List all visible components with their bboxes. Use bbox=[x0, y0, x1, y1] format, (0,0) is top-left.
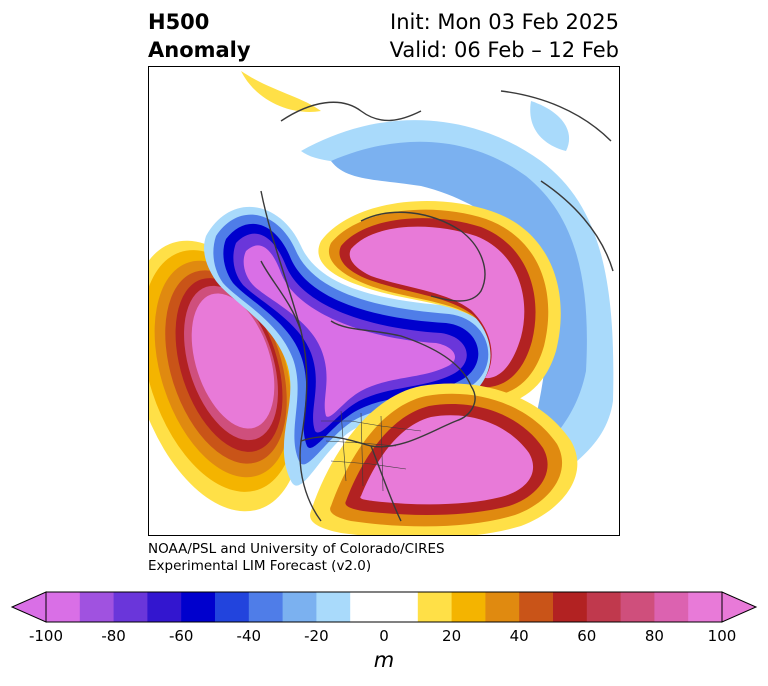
colorbar-segment bbox=[654, 592, 689, 622]
colorbar-segment bbox=[688, 592, 723, 622]
colorbar-tick-label: -100 bbox=[28, 627, 64, 645]
colorbar-segment bbox=[79, 592, 115, 622]
colorbar-segment bbox=[620, 592, 655, 622]
colorbar-segments bbox=[46, 592, 723, 622]
colorbar-tick-label: 20 bbox=[442, 627, 462, 645]
colorbar-segment bbox=[113, 592, 148, 622]
anomaly-map bbox=[148, 66, 620, 536]
colorbar-segment bbox=[417, 592, 453, 622]
colorbar-segment bbox=[215, 592, 250, 622]
map-canvas bbox=[149, 71, 614, 535]
colorbar-tick-label: 80 bbox=[644, 627, 664, 645]
colorbar-segment bbox=[147, 592, 182, 622]
credit-line-1: NOAA/PSL and University of Colorado/CIRE… bbox=[148, 541, 445, 557]
colorbar-segment bbox=[316, 592, 351, 622]
colorbar-tick-label: -20 bbox=[304, 627, 329, 645]
credit-line-2: Experimental LIM Forecast (v2.0) bbox=[148, 558, 372, 574]
colorbar-segment bbox=[553, 592, 588, 622]
colorbar-segment bbox=[181, 592, 216, 622]
colorbar-segment bbox=[519, 592, 554, 622]
colorbar-tick-label: 100 bbox=[707, 627, 737, 645]
anomaly-greenland-positive bbox=[318, 201, 561, 408]
colorbar-tick-label: 40 bbox=[509, 627, 529, 645]
colorbar-segment bbox=[451, 592, 486, 622]
colorbar-segment bbox=[282, 592, 317, 622]
colorbar-segment bbox=[384, 592, 419, 622]
credit-text: NOAA/PSL and University of Colorado/CIRE… bbox=[148, 541, 445, 575]
colorbar-tick-label: -80 bbox=[101, 627, 126, 645]
title-field: H500 bbox=[148, 10, 210, 34]
state-borders bbox=[321, 410, 422, 492]
anomaly-arctic-negative bbox=[241, 71, 614, 507]
valid-range: Valid: 06 Feb – 12 Feb bbox=[389, 38, 619, 62]
colorbar-frame bbox=[45, 591, 723, 623]
forecast-dates: Init: Mon 03 Feb 2025 Valid: 06 Feb – 12… bbox=[390, 8, 619, 64]
colorbar-tick-label: 0 bbox=[379, 627, 389, 645]
colorbar-segment bbox=[248, 592, 284, 622]
colorbar-tick-label: -60 bbox=[168, 627, 194, 645]
colorbar-over-arrow bbox=[721, 591, 758, 623]
coastlines bbox=[260, 90, 614, 522]
title-type: Anomaly bbox=[148, 38, 251, 62]
colorbar-segment bbox=[46, 592, 81, 622]
colorbar-tick-label: 60 bbox=[577, 627, 597, 645]
colorbar-tick-label: -40 bbox=[236, 627, 262, 645]
map-title: H500 Anomaly bbox=[148, 8, 251, 64]
colorbar-unit: m bbox=[373, 648, 395, 672]
colorbar bbox=[10, 591, 758, 623]
colorbar-segment bbox=[485, 592, 520, 622]
colorbar-under-arrow bbox=[10, 591, 47, 623]
colorbar-segment bbox=[350, 592, 385, 622]
init-date: Init: Mon 03 Feb 2025 bbox=[390, 10, 619, 34]
colorbar-segment bbox=[586, 592, 622, 622]
